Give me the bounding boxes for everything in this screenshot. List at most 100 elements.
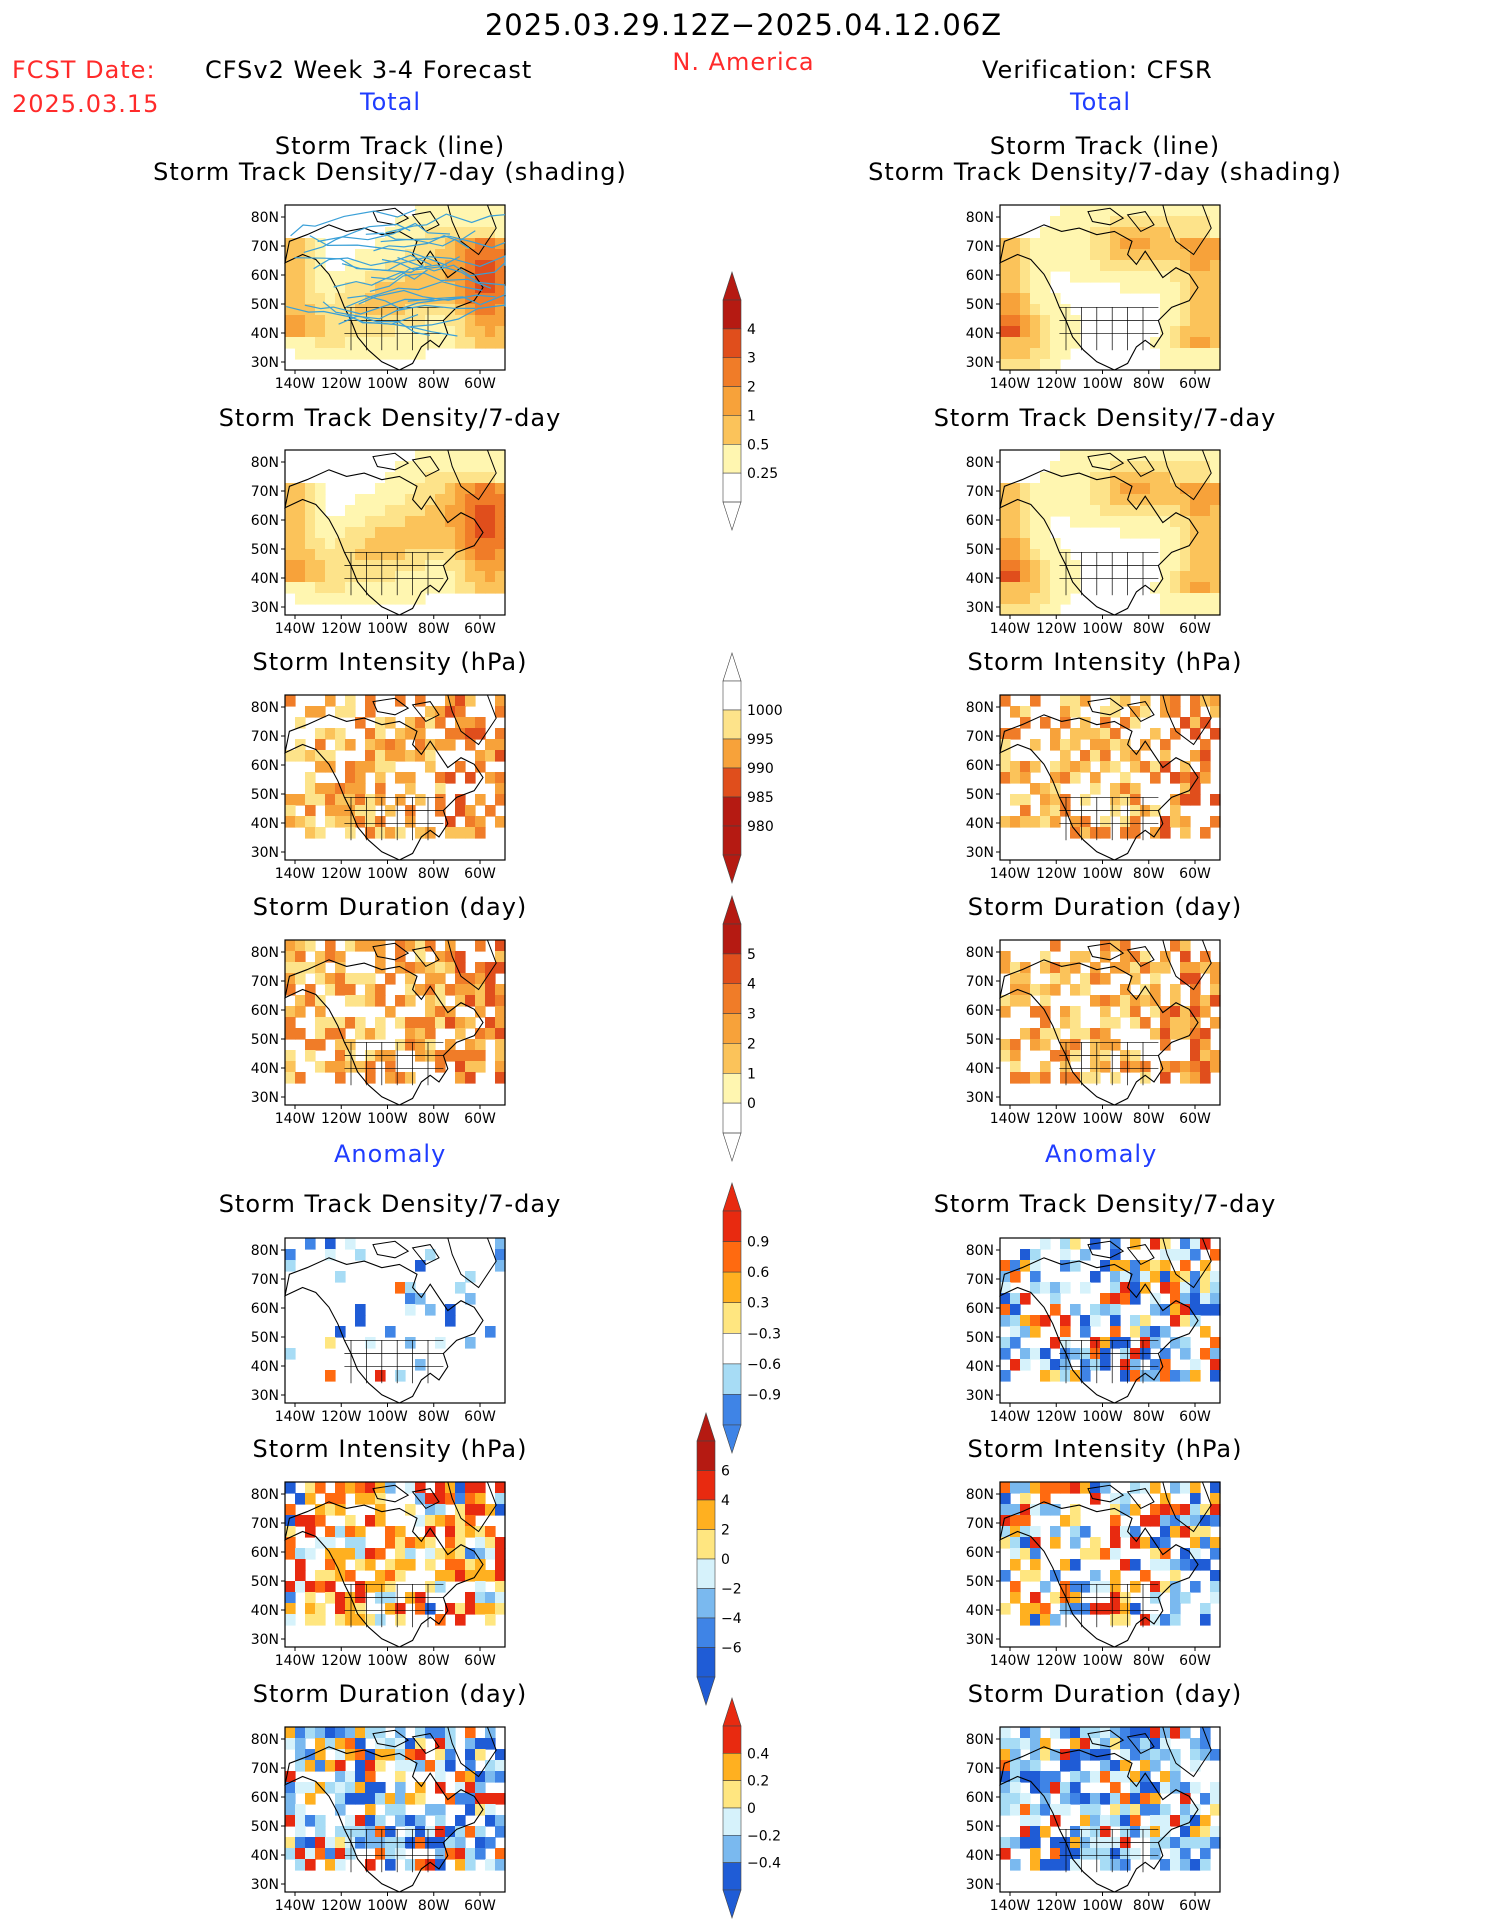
lon-label: 60W (464, 1111, 496, 1127)
colorbar-swatch (722, 1271, 742, 1303)
panel-title-intensity-left: Storm Intensity (hPa) (252, 648, 528, 676)
lon-label: 120W (321, 621, 362, 637)
colorbar-label: −0.4 (747, 1856, 781, 1872)
lon-label: 100W (1082, 1898, 1123, 1914)
colorbar-label: 980 (747, 819, 774, 835)
storm-track-line (371, 264, 506, 286)
colorbar-swatch (696, 1647, 716, 1678)
storm-track-line (317, 222, 451, 243)
storm-track-line (303, 223, 411, 253)
colorbar-label: 1 (747, 1066, 756, 1082)
lat-label: 50N (966, 787, 994, 803)
lat-label: 70N (966, 484, 994, 500)
lat-label: 50N (966, 1032, 994, 1048)
lat-label: 30N (966, 1877, 994, 1893)
lat-label: 50N (966, 542, 994, 558)
map-track-density-verification: 80N 70N 60N 50N 40N 30N 140W 120W 100W 80W 60W (966, 204, 1221, 392)
colorbar-swatch (696, 1529, 716, 1560)
lat-label: 50N (251, 1032, 279, 1048)
colorbar-swatch (722, 444, 742, 474)
lon-label: 100W (1082, 1653, 1123, 1669)
colorbar-swatch (696, 1499, 716, 1530)
storm-track-line (313, 254, 432, 270)
colorbar-label: 1 (747, 408, 756, 424)
storm-track-line (309, 235, 448, 267)
lon-label: 140W (275, 1653, 316, 1669)
lat-label: 80N (251, 455, 279, 471)
lat-label: 60N (251, 758, 279, 774)
panel-title-duration-anom-right: Storm Duration (day) (967, 1680, 1243, 1708)
lat-label: 40N (251, 326, 279, 342)
colorbar-swatch (722, 1302, 742, 1334)
colorbar-duration-anomaly: 0.4 0.2 0 −0.2 −0.4 (722, 1697, 781, 1919)
lon-label: 120W (321, 1409, 362, 1425)
lat-label: 60N (251, 1790, 279, 1806)
storm-track-line (410, 296, 506, 328)
colorbar-swatch (722, 1210, 742, 1242)
lat-label: 40N (251, 1848, 279, 1864)
map-density-forecast: 80N 70N 60N 50N 40N 30N 140W 120W 100W 80W 60W (251, 449, 506, 637)
lat-label: 30N (966, 600, 994, 616)
colorbar-label: 6 (721, 1464, 730, 1480)
lat-label: 80N (251, 700, 279, 716)
lat-label: 50N (251, 787, 279, 803)
forecast-title: CFSv2 Week 3-4 Forecast (205, 56, 533, 84)
map-duration-verification: 80N 70N 60N 50N 40N 30N 140W 120W 100W 80W 60W (966, 939, 1221, 1127)
colorbar-swatch (722, 415, 742, 445)
colorbar-swatch (722, 983, 742, 1014)
lat-label: 80N (251, 945, 279, 961)
lon-label: 60W (1179, 621, 1211, 637)
lat-label: 80N (966, 1243, 994, 1259)
colorbar-intensity-anomaly: 6 4 2 0 −2 −4 −6 (696, 1412, 742, 1706)
colorbar-label: 0.9 (747, 1235, 769, 1251)
lon-label: 120W (321, 1898, 362, 1914)
lat-label: 60N (251, 1003, 279, 1019)
map-density-anomaly-verification: 80N 70N 60N 50N 40N 30N 140W 120W 100W 80W 60W (966, 1237, 1221, 1425)
lat-label: 40N (966, 1603, 994, 1619)
colorbar-label: −4 (721, 1611, 742, 1627)
anomaly-label-left: Anomaly (334, 1140, 447, 1168)
colorbar-swatch (722, 738, 742, 769)
lon-label: 140W (275, 376, 316, 392)
lon-label: 120W (321, 866, 362, 882)
lat-label: 80N (966, 1487, 994, 1503)
lon-label: 100W (367, 1898, 408, 1914)
lon-label: 80W (418, 621, 450, 637)
lon-label: 140W (990, 1898, 1031, 1914)
lat-label: 50N (966, 1574, 994, 1590)
panel-title-track-shading-right: Storm Track Density/7-day (shading) (868, 158, 1342, 186)
lon-label: 80W (1133, 621, 1165, 637)
colorbar-label: −0.9 (747, 1387, 781, 1403)
lat-label: 80N (966, 210, 994, 226)
lon-label: 120W (1036, 1409, 1077, 1425)
lon-label: 100W (1082, 1409, 1123, 1425)
storm-track-line (385, 213, 506, 234)
lon-label: 60W (1179, 1653, 1211, 1669)
lat-label: 30N (966, 845, 994, 861)
lat-label: 60N (966, 268, 994, 284)
map-intensity-verification: 80N 70N 60N 50N 40N 30N 140W 120W 100W 80W 60W (966, 694, 1221, 882)
colorbar-swatch (722, 923, 742, 955)
anomaly-label-right: Anomaly (1045, 1140, 1158, 1168)
storm-track-line (381, 255, 506, 268)
lat-label: 40N (966, 571, 994, 587)
lon-label: 60W (464, 1898, 496, 1914)
lat-label: 50N (966, 297, 994, 313)
lat-label: 60N (251, 1545, 279, 1561)
lat-label: 50N (251, 542, 279, 558)
colorbar-label: 0.25 (747, 466, 778, 482)
colorbar-swatch (722, 1780, 742, 1809)
colorbar-swatch (696, 1470, 716, 1501)
lat-label: 80N (251, 210, 279, 226)
map-intensity-anomaly-forecast: 80N 70N 60N 50N 40N 30N 140W 120W 100W 80W 60W (251, 1481, 506, 1669)
lat-label: 40N (966, 1061, 994, 1077)
panel-title-density-anom-left: Storm Track Density/7-day (218, 1190, 562, 1218)
colorbar-label: 0.5 (747, 437, 769, 453)
lon-label: 80W (1133, 1653, 1165, 1669)
lat-label: 80N (251, 1732, 279, 1748)
lon-label: 140W (990, 621, 1031, 637)
lat-label: 70N (251, 1761, 279, 1777)
lon-label: 100W (367, 376, 408, 392)
lat-label: 60N (251, 268, 279, 284)
lon-label: 120W (1036, 866, 1077, 882)
